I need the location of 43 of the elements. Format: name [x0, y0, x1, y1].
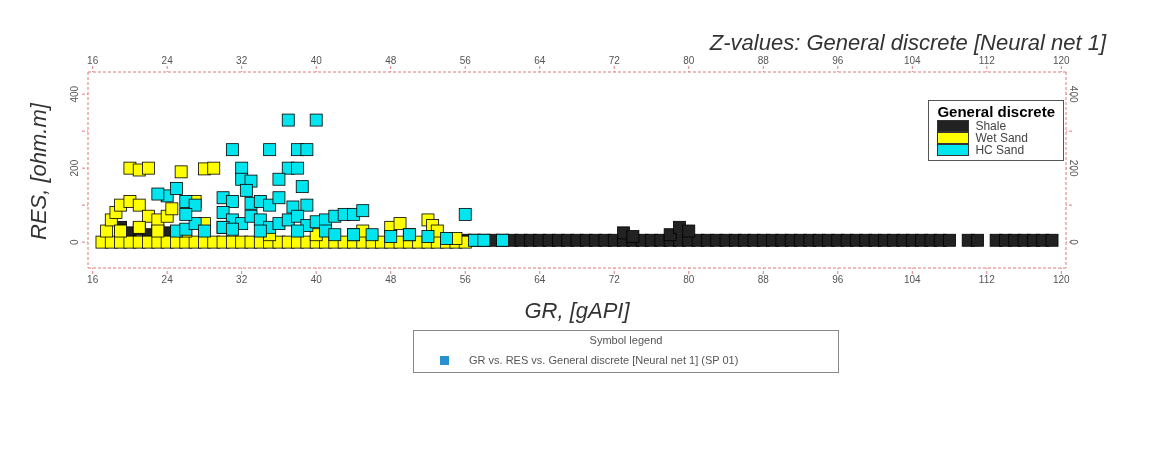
y2-tick-label: 400: [1068, 85, 1079, 103]
legend-label: HC Sand: [975, 143, 1025, 157]
legend-title: General discrete: [937, 103, 1055, 120]
x-tick-label: 80: [683, 55, 695, 66]
x-tick-label: 32: [236, 55, 248, 66]
x-tick-label: 72: [608, 55, 621, 66]
y-tick-label: 0: [69, 238, 80, 245]
x2-tick-label: 72: [608, 274, 621, 286]
x2-tick-label: 104: [903, 274, 922, 286]
y2-tick-label: 200: [1068, 159, 1079, 177]
x-tick-label: 24: [161, 55, 174, 66]
x-tick-label: 56: [459, 55, 472, 66]
legend-label: Shale: [975, 119, 1007, 133]
y-tick-label: 200: [69, 159, 80, 177]
chart-title: Z-values: General discrete [Neural net 1]: [709, 30, 1106, 56]
text: Symbol legend: [588, 334, 664, 346]
y-axis-title: RES, [ohm.m]: [25, 102, 51, 240]
x2-tick-label: 40: [310, 274, 323, 286]
x2-tick-label: 48: [385, 274, 397, 286]
x2-tick-label: 112: [978, 274, 996, 286]
x2-tick-label: 120: [1053, 274, 1071, 286]
x2-tick-label: 80: [683, 274, 695, 286]
x-tick-label: 64: [534, 55, 546, 66]
y-tick-label: 400: [69, 85, 80, 103]
x-tick-label: 40: [310, 55, 323, 66]
x2-tick-label: 56: [459, 274, 472, 286]
x2-tick-label: 32: [236, 274, 248, 286]
x-axis-title: GR, [gAPI]: [524, 298, 631, 323]
x-tick-label: 88: [757, 55, 770, 66]
legend-label: Wet Sand: [975, 131, 1028, 145]
x-tick-label: 104: [903, 55, 922, 66]
text: GR vs. RES vs. General discrete [Neural net 1] (SP 01): [469, 354, 739, 366]
x2-tick-label: 88: [757, 274, 770, 286]
x2-tick-label: 16: [87, 274, 99, 286]
x2-tick-label: 64: [534, 274, 546, 286]
x2-tick-label: 24: [161, 274, 174, 286]
y2-tick-label: 0: [1068, 239, 1079, 246]
x-tick-label: 112: [978, 55, 996, 66]
x-tick-label: 48: [385, 55, 397, 66]
x-tick-label: 120: [1053, 55, 1071, 66]
x-tick-label: 96: [832, 55, 844, 66]
x2-tick-label: 96: [832, 274, 844, 286]
x-tick-label: 16: [87, 55, 99, 66]
